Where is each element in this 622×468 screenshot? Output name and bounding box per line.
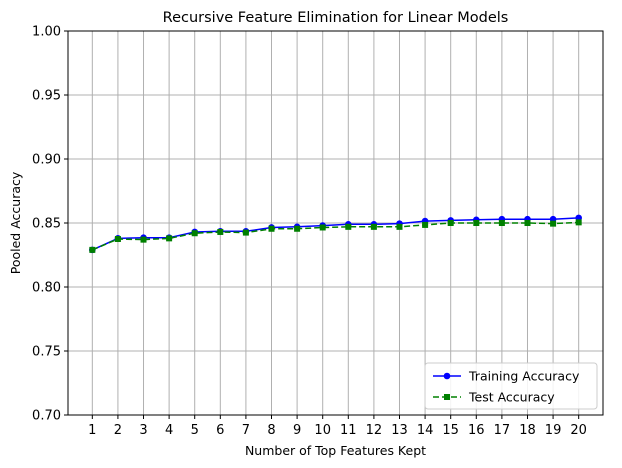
series-line-training xyxy=(91,217,579,251)
test-point xyxy=(294,225,301,232)
series-line-test xyxy=(92,221,579,251)
test-point xyxy=(473,220,480,226)
x-tick-label: 20 xyxy=(570,423,587,438)
legend-marker xyxy=(444,394,450,400)
x-tick-label: 3 xyxy=(139,423,147,438)
test-point xyxy=(447,220,454,226)
test-point xyxy=(575,219,582,226)
x-tick-label: 5 xyxy=(191,423,199,438)
chart-title: Recursive Feature Elimination for Linear… xyxy=(163,10,509,26)
x-axis-label: Number of Top Features Kept xyxy=(245,443,426,458)
x-tick-label: 9 xyxy=(293,423,301,438)
test-point xyxy=(191,230,198,237)
test-point xyxy=(89,246,96,253)
test-point xyxy=(396,223,403,230)
y-tick-label: 0.95 xyxy=(32,89,61,104)
x-tick-label: 14 xyxy=(417,423,434,438)
y-axis-label: Pooled Accuracy xyxy=(8,171,23,274)
y-tick-label: 0.70 xyxy=(32,409,61,424)
x-tick-label: 12 xyxy=(366,423,383,438)
test-point xyxy=(166,235,173,242)
test-point xyxy=(550,220,557,227)
legend-label: Test Accuracy xyxy=(468,390,555,405)
y-tick-label: 0.90 xyxy=(32,153,61,168)
x-tick-label: 18 xyxy=(519,423,536,438)
x-tick-label: 8 xyxy=(267,423,275,438)
x-tick-label: 2 xyxy=(114,423,122,438)
legend-label: Training Accuracy xyxy=(468,369,580,384)
x-tick-label: 10 xyxy=(314,423,331,438)
y-tick-label: 0.75 xyxy=(32,345,61,360)
x-tick-label: 16 xyxy=(468,423,485,438)
x-tick-label: 7 xyxy=(242,423,250,438)
x-tick-label: 6 xyxy=(216,423,224,438)
x-tick-label: 11 xyxy=(340,423,357,438)
y-tick-label: 0.80 xyxy=(32,281,61,296)
y-tick-label: 1.00 xyxy=(32,25,61,40)
test-point xyxy=(422,221,429,228)
test-point xyxy=(319,224,326,231)
y-tick-label: 0.85 xyxy=(32,217,61,232)
test-point xyxy=(140,236,147,243)
x-tick-label: 1 xyxy=(88,423,96,438)
test-point xyxy=(524,220,531,226)
test-point xyxy=(114,236,121,242)
x-tick-label: 13 xyxy=(391,423,408,438)
x-tick-label: 17 xyxy=(494,423,511,438)
y-axis: 0.70 0.75 0.80 0.85 0.90 0.95 1.00 xyxy=(32,25,68,424)
series-group xyxy=(89,214,582,254)
x-tick-label: 4 xyxy=(165,423,173,438)
legend-marker xyxy=(443,372,451,380)
x-tick-label: 15 xyxy=(442,423,459,438)
test-point xyxy=(345,223,352,230)
test-point xyxy=(242,229,249,236)
legend-box xyxy=(424,362,598,410)
x-tick-label: 19 xyxy=(545,423,562,438)
test-point xyxy=(370,223,377,230)
test-point xyxy=(217,228,224,235)
legend: Training Accuracy Test Accuracy xyxy=(424,362,598,410)
test-point xyxy=(268,225,275,232)
x-axis: 1 2 3 4 5 6 7 8 9 10 11 12 13 14 15 16 17 18 19 20 xyxy=(88,415,587,438)
test-point xyxy=(498,220,505,226)
